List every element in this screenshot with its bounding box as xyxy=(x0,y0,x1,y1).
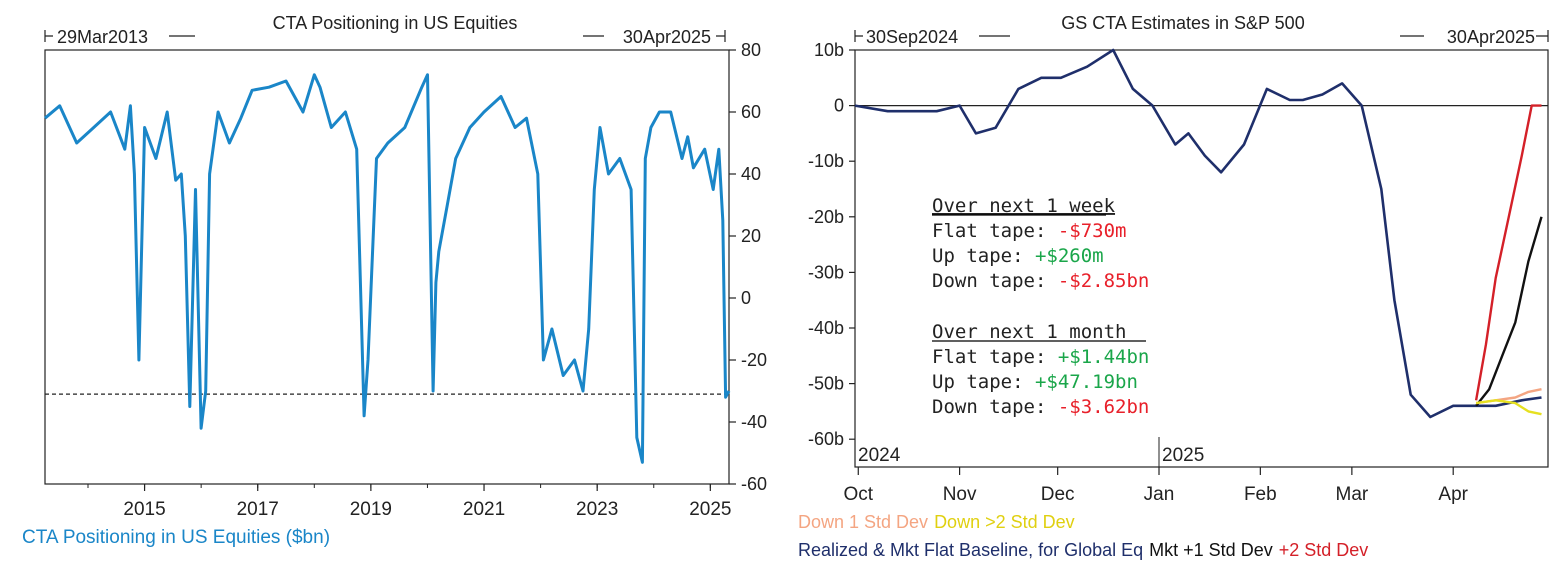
left-x-tick-label: 2017 xyxy=(237,499,279,520)
left-chart-title: CTA Positioning in US Equities xyxy=(273,13,518,33)
left-end-label-bg xyxy=(604,25,716,47)
legend-down1: Down 1 Std Dev xyxy=(798,512,928,532)
annotation-month-flat: Flat tape: +$1.44bn xyxy=(932,346,1149,368)
right-y-tick-label: -20b xyxy=(808,207,844,227)
week-down-label: Down tape: xyxy=(932,270,1058,292)
week-up-label: Up tape: xyxy=(932,245,1035,267)
left-y-tick-label: -40 xyxy=(741,412,767,432)
week-flat-value: -$730m xyxy=(1058,220,1127,242)
left-y-axis: 80 60 40 20 0 -20 -40 -60 xyxy=(729,40,767,494)
left-plot-frame xyxy=(44,49,730,485)
annotation-week-header: Over next 1 week xyxy=(932,195,1116,217)
left-x-tick-label: 2019 xyxy=(350,499,392,520)
right-legend-row1: Down 1 Std Dev Down >2 Std Dev xyxy=(798,512,1075,532)
month-up-label: Up tape: xyxy=(932,371,1035,393)
right-x-tick-label: Nov xyxy=(943,484,977,505)
month-flat-label: Flat tape: xyxy=(932,346,1058,368)
left-x-tick-label: 2023 xyxy=(576,499,618,520)
right-series-baseline xyxy=(854,48,1542,419)
left-x-axis: 2015 2017 2019 2021 2023 2025 xyxy=(87,484,731,520)
left-start-label: 29Mar2013 xyxy=(57,27,148,47)
left-x-tick-label: 2021 xyxy=(463,499,505,520)
left-y-tick-label: -20 xyxy=(741,350,767,370)
right-x-axis: Oct Nov Dec Jan Feb Mar Apr xyxy=(843,467,1469,505)
right-y-tick-label: -40b xyxy=(808,318,844,338)
right-x-tick-label: Mar xyxy=(1336,484,1369,505)
right-year-label-2025: 2025 xyxy=(1162,445,1204,466)
month-down-label: Down tape: xyxy=(932,396,1058,418)
right-series-down2 xyxy=(1475,399,1542,416)
right-y-axis: 10b 0 -10b -20b -30b -40b -50b -60b xyxy=(808,40,855,449)
right-x-tick-label: Jan xyxy=(1144,484,1175,505)
annotation-block: Over next 1 week Flat tape: -$730m Up ta… xyxy=(932,195,1149,418)
left-x-tick-label: 2025 xyxy=(689,499,731,520)
annotation-month-header: Over next 1 month xyxy=(932,321,1126,343)
left-y-tick-label: 20 xyxy=(741,226,761,246)
legend-baseline: Realized & Mkt Flat Baseline, for Global… xyxy=(798,540,1143,560)
left-end-label: 30Apr2025 xyxy=(623,27,711,47)
left-x-tick-label: 2015 xyxy=(123,499,165,520)
left-legend: CTA Positioning in US Equities ($bn) xyxy=(22,527,330,548)
right-year-label-2024: 2024 xyxy=(858,445,901,466)
right-chart-title: GS CTA Estimates in S&P 500 xyxy=(1061,13,1304,33)
annotation-week-down: Down tape: -$2.85bn xyxy=(932,270,1149,292)
right-series-up1 xyxy=(1475,216,1543,407)
right-x-tick-label: Apr xyxy=(1438,484,1468,505)
month-up-value: +$47.19bn xyxy=(1035,371,1138,393)
left-y-tick-label: 40 xyxy=(741,164,761,184)
right-y-tick-label: -30b xyxy=(808,262,844,282)
right-chart: GS CTA Estimates in S&P 500 30Sep2024 30… xyxy=(798,13,1549,560)
right-y-tick-label: -60b xyxy=(808,429,844,449)
left-start-label-bg xyxy=(53,25,169,47)
left-chart: CTA Positioning in US Equities 29Mar2013… xyxy=(22,13,767,548)
right-y-tick-label: -10b xyxy=(808,151,844,171)
right-series-group xyxy=(854,48,1543,419)
left-y-tick-label: 0 xyxy=(741,288,751,308)
right-y-tick-label: 10b xyxy=(814,40,844,60)
left-y-tick-label: 80 xyxy=(741,40,761,60)
right-series-up2 xyxy=(1474,104,1542,401)
right-x-tick-label: Feb xyxy=(1244,484,1277,505)
right-end-label: 30Apr2025 xyxy=(1447,27,1535,47)
left-series-line xyxy=(44,73,731,464)
week-flat-label: Flat tape: xyxy=(932,220,1058,242)
right-x-tick-label: Dec xyxy=(1041,484,1075,505)
right-legend-row2: Realized & Mkt Flat Baseline, for Global… xyxy=(798,540,1368,560)
right-y-tick-label: -50b xyxy=(808,374,844,394)
annotation-month-down: Down tape: -$3.62bn xyxy=(932,396,1149,418)
week-up-value: +$260m xyxy=(1035,245,1104,267)
right-end-label-bg xyxy=(1424,25,1536,47)
annotation-week-up: Up tape: +$260m xyxy=(932,245,1104,267)
left-y-tick-label: 60 xyxy=(741,102,761,122)
annotation-week-flat: Flat tape: -$730m xyxy=(932,220,1126,242)
legend-up1: Mkt +1 Std Dev xyxy=(1149,540,1273,560)
annotation-month-up: Up tape: +$47.19bn xyxy=(932,371,1138,393)
month-flat-value: +$1.44bn xyxy=(1058,346,1150,368)
right-plot-frame xyxy=(854,49,1549,468)
month-down-value: -$3.62bn xyxy=(1058,396,1150,418)
legend-down2: Down >2 Std Dev xyxy=(934,512,1075,532)
left-y-tick-label: -60 xyxy=(741,474,767,494)
right-x-tick-label: Oct xyxy=(843,484,873,505)
right-start-label: 30Sep2024 xyxy=(866,27,958,47)
right-y-tick-label: 0 xyxy=(834,96,844,116)
week-down-value: -$2.85bn xyxy=(1058,270,1150,292)
right-start-label-bg xyxy=(863,25,979,47)
legend-up2: +2 Std Dev xyxy=(1279,540,1369,560)
